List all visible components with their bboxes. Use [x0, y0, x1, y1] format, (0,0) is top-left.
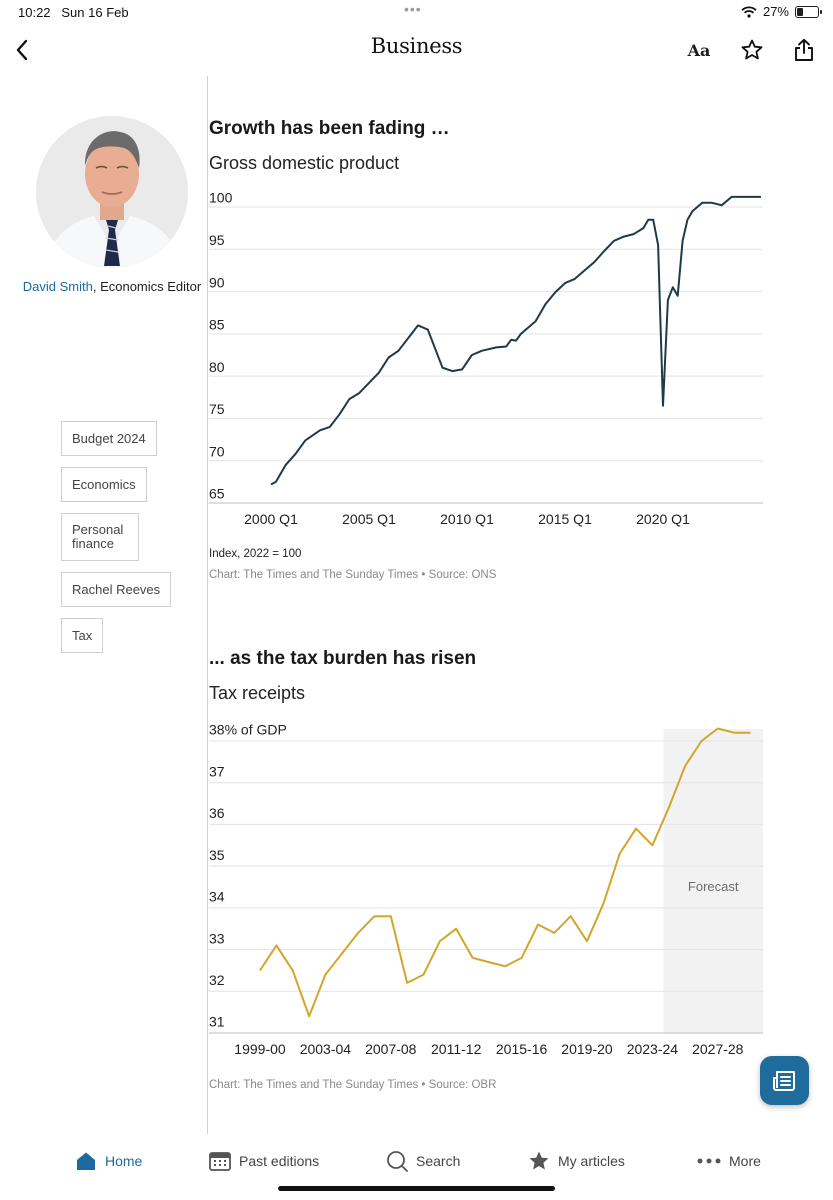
- tab-search-label: Search: [416, 1153, 461, 1169]
- author-role: , Economics Editor: [92, 279, 202, 294]
- tax-y-tick-label: 32: [209, 972, 225, 988]
- page-title: Business: [370, 34, 463, 58]
- tax-x-tick-label: 2027-28: [692, 1041, 744, 1057]
- tax-chart: Forecast 31 32 33 34 35 36 37 38% of GDP 1999-00 2…: [209, 722, 763, 1057]
- tax-x-tick-label: 2011-12: [431, 1041, 482, 1057]
- tax-y-tick-label: 35: [209, 847, 225, 863]
- battery-icon: [795, 5, 822, 18]
- gdp-y-tick-label: 100: [209, 190, 233, 206]
- font-size-button[interactable]: Aa: [687, 40, 711, 60]
- tag-tax[interactable]: Tax: [61, 618, 104, 653]
- tax-x-tick-label: 2023-24: [627, 1041, 679, 1057]
- tag-economics[interactable]: Economics: [61, 467, 147, 502]
- charts-canvas: 65 70 75 80 85 90 95 100 2000 Q1 2005 Q1 2010 Q1 20…: [209, 190, 763, 1057]
- tax-series-line: [259, 727, 751, 1018]
- back-button[interactable]: [8, 34, 36, 66]
- star-icon: [741, 39, 763, 60]
- search-icon: [387, 1151, 408, 1172]
- author-photo: [36, 116, 188, 268]
- gdp-x-tick-label: 2005 Q1: [342, 511, 396, 527]
- tab-past-editions[interactable]: Past editions: [209, 1148, 319, 1174]
- share-icon: [795, 38, 813, 61]
- column-divider: [207, 76, 208, 1134]
- nav-bar: Business Aa: [0, 28, 833, 72]
- home-indicator[interactable]: [278, 1186, 555, 1191]
- chart-2-source: Chart: The Times and The Sunday Times • …: [209, 1079, 497, 1091]
- tab-bar: Home Past editions Search My articles Mo…: [0, 1134, 833, 1200]
- tax-forecast-label: Forecast: [688, 879, 739, 894]
- gdp-y-tick-label: 65: [209, 486, 225, 502]
- gdp-y-tick-label: 95: [209, 232, 225, 248]
- tab-more-label: More: [729, 1153, 761, 1169]
- tab-more[interactable]: More: [697, 1148, 761, 1174]
- gdp-y-tick-label: 75: [209, 401, 225, 417]
- tag-budget-2024[interactable]: Budget 2024: [61, 421, 157, 456]
- chart-2-subtitle: Tax receipts: [209, 683, 306, 703]
- tax-y-tick-label: 31: [209, 1014, 225, 1030]
- tag-personal-finance[interactable]: Personal finance: [61, 513, 139, 561]
- tax-x-tick-label: 2015-16: [496, 1041, 548, 1057]
- chevron-left-icon: [16, 39, 28, 61]
- newspaper-icon: [772, 1070, 795, 1091]
- gdp-x-tick-label: 2020 Q1: [636, 511, 690, 527]
- home-icon: [77, 1152, 95, 1170]
- author-byline: David Smith, Economics Editor: [20, 279, 204, 294]
- tab-my-articles[interactable]: My articles: [528, 1148, 625, 1174]
- tax-x-tick-label: 2007-08: [365, 1041, 417, 1057]
- tab-search[interactable]: Search: [386, 1148, 460, 1174]
- tax-x-tick-label: 1999-00: [234, 1041, 286, 1057]
- tax-y-tick-label: 33: [209, 930, 225, 946]
- tax-y-tick-label: 38% of GDP: [209, 722, 287, 738]
- gdp-x-tick-label: 2000 Q1: [244, 511, 298, 527]
- status-bar: 10:22 Sun 16 Feb ••• 27%: [0, 0, 833, 26]
- gdp-chart: 65 70 75 80 85 90 95 100 2000 Q1 2005 Q1 2010 Q1 20…: [209, 190, 763, 527]
- tax-x-tick-label: 2003-04: [300, 1041, 352, 1057]
- star-filled-icon: [529, 1151, 549, 1170]
- status-indicators: 27%: [741, 4, 822, 19]
- chart-1-title: Growth has been fading …: [209, 118, 450, 139]
- chart-1-source: Chart: The Times and The Sunday Times • …: [209, 569, 497, 581]
- gdp-x-tick-label: 2015 Q1: [538, 511, 592, 527]
- tab-past-editions-label: Past editions: [239, 1153, 320, 1169]
- status-time: 10:22 Sun 16 Feb: [18, 5, 129, 20]
- tax-y-tick-label: 37: [209, 763, 225, 779]
- chart-1-note: Index, 2022 = 100: [209, 548, 302, 560]
- more-dots-icon: [697, 1158, 721, 1164]
- tab-home-label: Home: [105, 1153, 143, 1169]
- multitask-dots-icon[interactable]: •••: [404, 1, 422, 17]
- tax-y-tick-label: 34: [209, 889, 225, 905]
- tax-x-tick-label: 2019-20: [561, 1041, 613, 1057]
- calendar-icon: [209, 1152, 231, 1171]
- chart-1-subtitle: Gross domestic product: [209, 153, 400, 173]
- share-button[interactable]: [788, 34, 820, 66]
- battery-percent: 27%: [762, 4, 789, 19]
- gdp-y-tick-label: 70: [209, 443, 225, 459]
- gdp-y-tick-label: 80: [209, 359, 225, 375]
- tag-rachel-reeves[interactable]: Rachel Reeves: [61, 572, 172, 607]
- gdp-y-tick-label: 90: [209, 274, 225, 290]
- gdp-x-tick-label: 2010 Q1: [440, 511, 494, 527]
- wifi-icon: [741, 5, 757, 18]
- gdp-series-line: [270, 195, 761, 486]
- chart-2-title: ... as the tax burden has risen: [209, 648, 477, 669]
- tab-home[interactable]: Home: [75, 1148, 142, 1174]
- bookmark-button[interactable]: [736, 34, 768, 66]
- author-name-link[interactable]: David Smith: [22, 279, 93, 294]
- author-avatar[interactable]: [36, 116, 188, 268]
- tab-my-articles-label: My articles: [558, 1153, 625, 1169]
- tax-y-tick-label: 36: [209, 805, 225, 821]
- gdp-y-tick-label: 85: [209, 317, 225, 333]
- article-list-button[interactable]: [760, 1056, 809, 1105]
